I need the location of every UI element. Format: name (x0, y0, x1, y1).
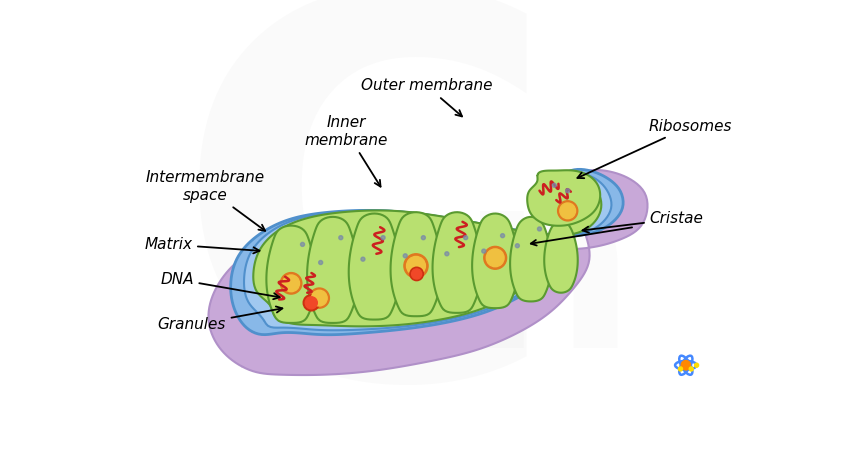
Polygon shape (544, 220, 577, 293)
Polygon shape (307, 217, 359, 323)
Circle shape (559, 203, 576, 219)
Circle shape (361, 257, 365, 261)
Text: Matrix: Matrix (144, 237, 259, 254)
Circle shape (500, 233, 505, 238)
Polygon shape (511, 217, 552, 302)
Circle shape (421, 236, 426, 240)
Text: Cristae: Cristae (583, 212, 704, 233)
Text: Granules: Granules (158, 307, 282, 332)
Circle shape (305, 297, 317, 309)
Circle shape (689, 367, 693, 371)
Text: Inner
membrane: Inner membrane (305, 116, 388, 186)
Circle shape (309, 288, 329, 308)
Circle shape (300, 242, 305, 247)
Circle shape (303, 295, 319, 311)
Polygon shape (472, 213, 518, 308)
Circle shape (484, 247, 506, 269)
Polygon shape (527, 170, 600, 226)
Circle shape (281, 273, 302, 294)
Text: Outer membrane: Outer membrane (361, 78, 492, 116)
Circle shape (311, 290, 327, 306)
Polygon shape (231, 169, 623, 335)
Polygon shape (253, 173, 601, 326)
Circle shape (679, 367, 682, 371)
Circle shape (318, 260, 323, 265)
Text: n: n (458, 158, 637, 400)
Circle shape (412, 269, 421, 279)
Circle shape (516, 244, 519, 248)
Circle shape (695, 363, 698, 367)
Circle shape (410, 267, 423, 281)
Circle shape (283, 275, 299, 292)
Polygon shape (432, 212, 481, 313)
Polygon shape (266, 226, 316, 323)
Circle shape (444, 252, 449, 256)
Polygon shape (390, 212, 441, 316)
Polygon shape (208, 170, 648, 375)
Text: Intermembrane
space: Intermembrane space (146, 171, 265, 231)
Circle shape (339, 236, 343, 240)
Circle shape (403, 254, 408, 258)
Circle shape (537, 227, 541, 231)
Circle shape (482, 249, 486, 253)
Circle shape (565, 189, 570, 193)
Circle shape (486, 249, 505, 267)
Circle shape (407, 256, 426, 275)
Polygon shape (348, 213, 400, 320)
Text: Ribosomes: Ribosomes (577, 119, 732, 178)
Circle shape (553, 183, 556, 187)
Circle shape (404, 254, 428, 278)
Text: DNA: DNA (160, 272, 280, 299)
Text: C: C (172, 0, 560, 466)
Circle shape (558, 201, 577, 221)
Polygon shape (244, 172, 612, 330)
Circle shape (681, 361, 691, 370)
Circle shape (463, 236, 468, 240)
Circle shape (381, 236, 385, 240)
